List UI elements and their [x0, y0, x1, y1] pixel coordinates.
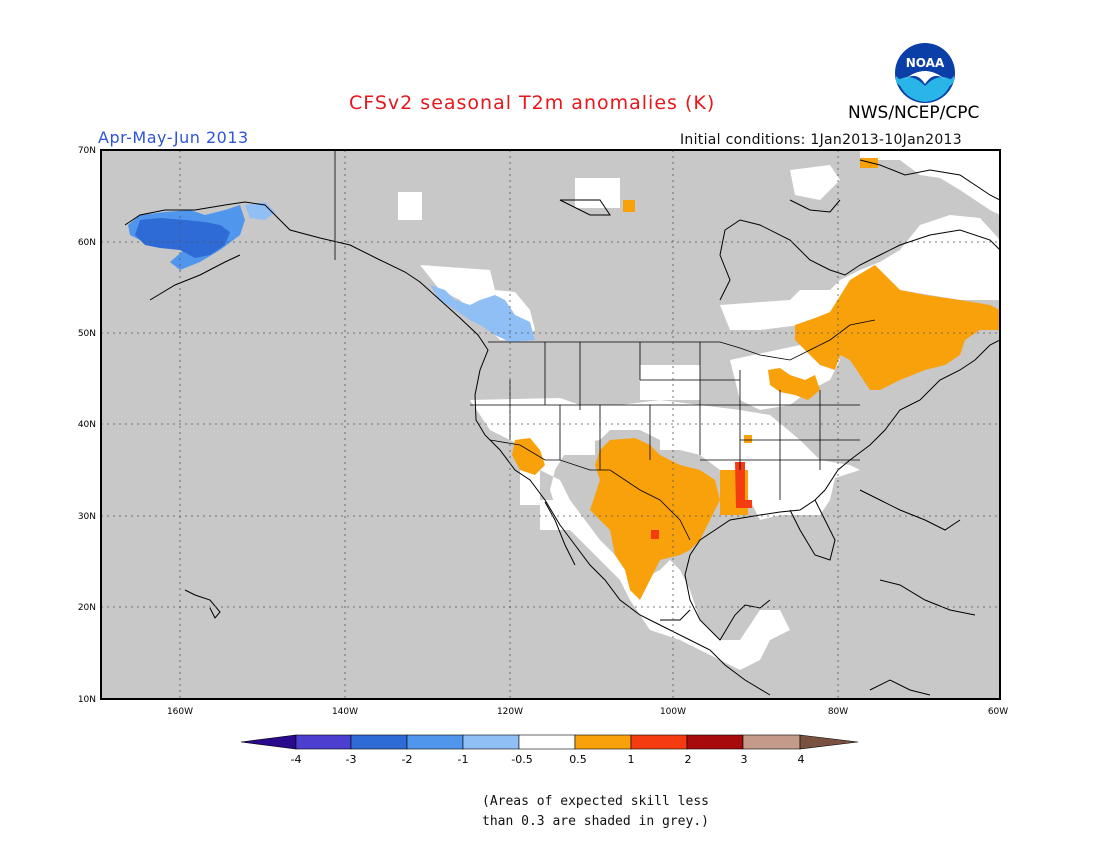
colorbar-swatch [742, 734, 801, 750]
lat-label: 60N [78, 238, 96, 248]
colorbar-tick: 0.5 [569, 753, 587, 766]
colorbar-swatch [350, 734, 408, 750]
mississippi-hot-region [735, 462, 752, 508]
footnote-line-2: than 0.3 are shaded in grey.) [482, 814, 709, 829]
political-borders [334, 150, 876, 541]
logo-text: NOAA [906, 56, 945, 70]
pnw-cool-region [430, 285, 535, 342]
colorbar-swatch [630, 734, 688, 750]
lon-label: 80W [828, 707, 848, 717]
lon-label: 140W [332, 707, 358, 717]
colorbar-tick: 2 [685, 753, 692, 766]
forecast-period: Apr-May-Jun 2013 [98, 128, 249, 147]
colorbar-tick: -2 [402, 753, 413, 766]
colorbar-swatch [686, 734, 744, 750]
colorbar-swatch [462, 734, 520, 750]
colorbar-tick: -1 [458, 753, 469, 766]
footnote-line-1: (Areas of expected skill less [482, 794, 709, 809]
lat-label: 30N [78, 512, 96, 522]
colorbar-arrow-low [240, 734, 297, 750]
lat-label: 10N [78, 695, 96, 705]
mexico-hot-spot [651, 530, 659, 539]
lon-label: 160W [167, 707, 193, 717]
colorbar-tick: -4 [291, 753, 302, 766]
colorbar-tick: -0.5 [511, 753, 532, 766]
colorbar-labels: -4 -3 -2 -1 -0.5 0.5 1 2 3 4 [291, 753, 805, 766]
colorbar-swatch [295, 734, 352, 750]
lat-labels: 70N 60N 50N 40N 30N 20N 10N [78, 146, 96, 705]
colorbar-tick: 3 [741, 753, 748, 766]
alaska-cold-region [135, 218, 230, 258]
initial-conditions: Initial conditions: 1Jan2013-10Jan2013 [680, 132, 962, 148]
colorbar-swatch [406, 734, 464, 750]
colorbar-arrow-high [799, 734, 859, 750]
colorbar-tick: -3 [346, 753, 357, 766]
lon-label: 120W [497, 707, 523, 717]
coastlines [124, 159, 1000, 696]
lon-labels: 160W 140W 120W 100W 80W 60W [167, 707, 1008, 717]
noaa-logo: NOAA [894, 42, 956, 108]
colorbar-tick: 1 [628, 753, 635, 766]
lon-label: 60W [988, 707, 1008, 717]
alaska-slight-cool [245, 202, 275, 220]
colorbar-swatch [574, 734, 632, 750]
agency-label: NWS/NCEP/CPC [848, 103, 980, 123]
lat-label: 70N [78, 146, 96, 156]
colorbar [240, 734, 859, 750]
colorbar-tick: 4 [798, 753, 805, 766]
lat-label: 20N [78, 603, 96, 613]
colorbar-swatch [518, 734, 576, 750]
skill-footnote: (Areas of expected skill less than 0.3 a… [482, 792, 709, 832]
lat-label: 40N [78, 420, 96, 430]
chart-title: CFSv2 seasonal T2m anomalies (K) [349, 92, 716, 114]
lat-label: 50N [78, 329, 96, 339]
map-frame [100, 149, 1001, 700]
graticule [101, 150, 1000, 699]
lon-label: 100W [660, 707, 686, 717]
